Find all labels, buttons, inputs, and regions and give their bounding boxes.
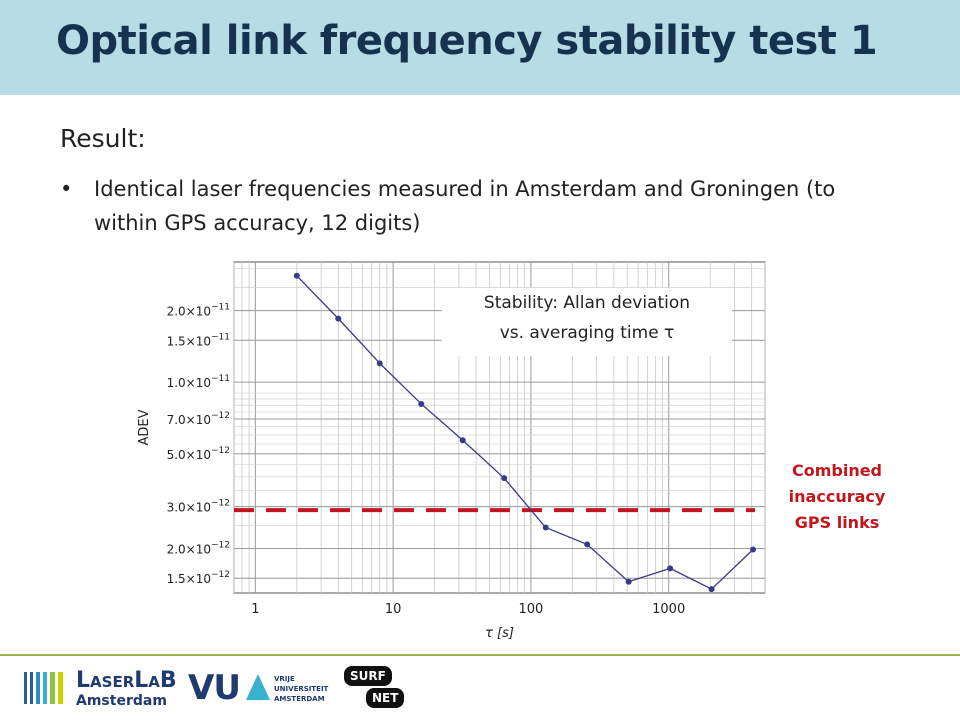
- adev-data-point: [293, 272, 300, 279]
- title-bar: Optical link frequency stability test 1: [0, 0, 960, 95]
- adev-data-point: [667, 565, 674, 572]
- adev-data-point: [708, 586, 715, 593]
- page-title: Optical link frequency stability test 1: [56, 18, 878, 64]
- y-tick-label: 5.0×10−12: [167, 446, 230, 462]
- x-axis-label: τ [s]: [485, 626, 514, 641]
- vu-griffin-icon: [246, 674, 270, 700]
- adev-data-point: [376, 360, 383, 367]
- y-tick-label: 1.0×10−11: [167, 374, 230, 390]
- bullet-text: Identical laser frequencies measured in …: [94, 177, 836, 235]
- x-tick-label: 1000: [652, 602, 685, 617]
- surfnet-logo: SURF NET: [344, 662, 405, 712]
- vu-text-block: VRIJE UNIVERSITEIT AMSTERDAM: [274, 675, 329, 703]
- laserlab-subtitle: Amsterdam: [76, 693, 167, 709]
- gps-label-line-2: inaccuracy: [788, 487, 886, 506]
- y-tick-label: 7.0×10−12: [167, 411, 230, 427]
- vu-logo: VU VRIJE UNIVERSITEIT AMSTERDAM: [188, 668, 328, 710]
- gps-label-line-1: Combined: [791, 461, 883, 480]
- adev-data-point: [625, 578, 632, 585]
- x-tick-label: 100: [518, 602, 543, 617]
- y-tick-label: 2.0×10−11: [167, 303, 230, 319]
- gps-inaccuracy-label: Combined inaccuracy GPS links: [772, 458, 902, 536]
- bullet-dot-icon: •: [60, 177, 73, 201]
- result-heading: Result:: [60, 124, 146, 153]
- y-tick-label: 3.0×10−12: [167, 499, 230, 515]
- chart-callout: Stability: Allan deviation vs. averaging…: [442, 288, 732, 356]
- footer-divider: [0, 654, 960, 656]
- adev-data-point: [418, 400, 425, 407]
- y-tick-label: 1.5×10−11: [167, 332, 230, 348]
- adev-data-point: [501, 475, 508, 482]
- callout-line-1: Stability: Allan deviation: [483, 293, 691, 313]
- adev-data-point: [542, 524, 549, 531]
- y-axis-label: ADEV: [137, 409, 152, 445]
- x-tick-label: 1: [251, 602, 259, 617]
- adev-data-point: [584, 541, 591, 548]
- laserlab-bars-icon: [24, 672, 74, 704]
- adev-data-point: [335, 315, 342, 322]
- laserlab-wordmark: LASERLAB: [76, 668, 177, 693]
- y-tick-label: 2.0×10−12: [167, 540, 230, 556]
- y-tick-label: 1.5×10−12: [167, 570, 230, 586]
- surf-badge: SURF: [344, 666, 392, 686]
- laserlab-logo: LASERLAB Amsterdam: [24, 668, 177, 710]
- net-badge: NET: [366, 688, 405, 708]
- vu-wordmark: VU: [188, 668, 241, 708]
- adev-series-line: [296, 275, 754, 590]
- adev-data-point: [750, 546, 757, 553]
- adev-data-point: [459, 437, 466, 444]
- callout-line-2: vs. averaging time τ: [499, 323, 675, 343]
- gps-label-line-3: GPS links: [794, 513, 880, 532]
- x-tick-label: 10: [385, 602, 402, 617]
